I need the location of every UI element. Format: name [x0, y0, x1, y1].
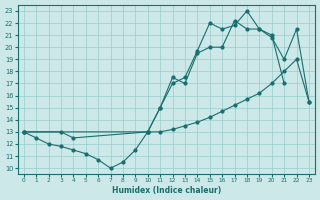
- X-axis label: Humidex (Indice chaleur): Humidex (Indice chaleur): [112, 186, 221, 195]
